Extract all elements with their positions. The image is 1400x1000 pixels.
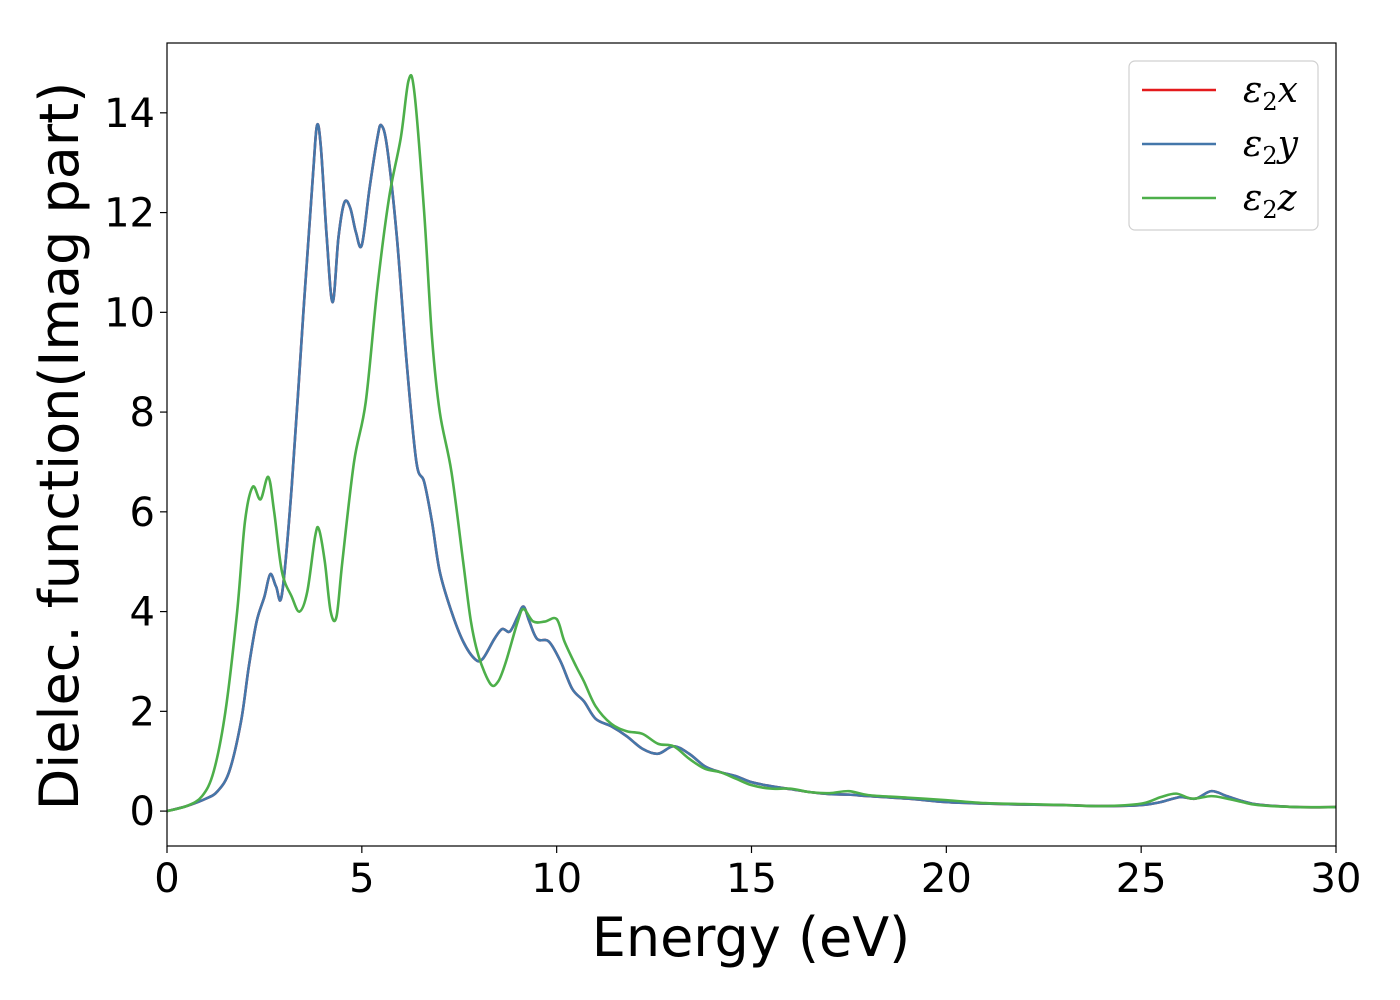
- x-tick-label: 0: [154, 856, 179, 902]
- x-axis-label: Energy (eV): [592, 906, 911, 969]
- series-line-y: [166, 123, 1337, 813]
- x-tick-label: 10: [531, 856, 582, 902]
- x-tick-label: 15: [726, 856, 777, 902]
- legend-label-z: ε2z: [1243, 178, 1298, 224]
- y-tick-label: 12: [104, 191, 155, 237]
- legend-label-x: ε2x: [1243, 70, 1298, 116]
- x-ticks: 0 5 10 15 20 25 30: [154, 846, 1361, 902]
- legend-box: [1128, 60, 1319, 231]
- x-tick-label: 25: [1116, 856, 1167, 902]
- y-tick-label: 14: [104, 91, 155, 137]
- y-tick-label: 6: [130, 490, 155, 536]
- y-tick-label: 0: [130, 789, 155, 835]
- legend-label-y: ε2y: [1243, 124, 1299, 170]
- x-tick-label: 5: [349, 856, 374, 902]
- y-tick-label: 10: [104, 290, 155, 336]
- y-tick-label: 4: [130, 590, 155, 636]
- x-tick-label: 20: [921, 856, 972, 902]
- series-line-z: [166, 73, 1337, 813]
- legend: ε2x ε2y ε2z: [1128, 60, 1319, 231]
- x-tick-label: 30: [1311, 856, 1362, 902]
- y-tick-label: 8: [130, 390, 155, 436]
- y-ticks: 0 2 4 6 8 10 12 14: [104, 91, 167, 835]
- series-layer: [166, 73, 1337, 813]
- y-tick-label: 2: [130, 689, 155, 735]
- y-axis-label: Dielec. function(Imag part): [28, 82, 91, 811]
